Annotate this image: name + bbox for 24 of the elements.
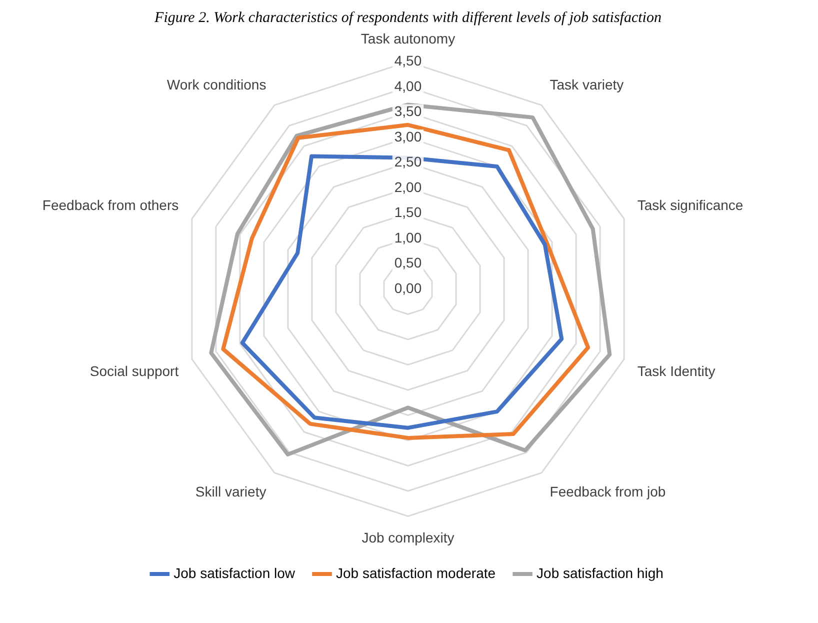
spoke-label: Feedback from others xyxy=(42,196,179,213)
spoke-label: Feedback from job xyxy=(550,483,666,500)
y-tick-label: 1,50 xyxy=(394,204,422,220)
y-tick-label: 0,00 xyxy=(394,280,422,296)
y-tick-label: 4,00 xyxy=(394,78,422,94)
y-tick-label: 1,00 xyxy=(394,229,422,246)
chart-title: Figure 2. Work characteristics of respondents with different levels of job satisfaction xyxy=(154,9,662,28)
spoke-label: Work conditions xyxy=(166,76,266,92)
y-tick-label: 4,50 xyxy=(394,52,422,69)
legend-label: Job satisfaction moderate xyxy=(336,564,496,581)
spoke-label: Task autonomy xyxy=(360,30,456,46)
spoke-label: Social support xyxy=(90,362,179,379)
legend-label: Job satisfaction low xyxy=(174,564,296,581)
y-tick-label: 0,50 xyxy=(394,254,422,271)
spoke-label: Task Identity xyxy=(637,362,716,379)
spoke-label: Task significance xyxy=(637,196,744,213)
y-tick-label: 3,50 xyxy=(394,103,422,120)
y-tick-label: 2,00 xyxy=(394,178,422,195)
spoke-label: Job complexity xyxy=(362,529,454,546)
y-tick-label: 2,50 xyxy=(394,154,422,170)
spoke-label: Task variety xyxy=(550,76,624,92)
legend-label: Job satisfaction high xyxy=(536,564,664,581)
spoke-label: Skill variety xyxy=(195,483,266,500)
y-tick-label: 3,00 xyxy=(394,128,422,144)
